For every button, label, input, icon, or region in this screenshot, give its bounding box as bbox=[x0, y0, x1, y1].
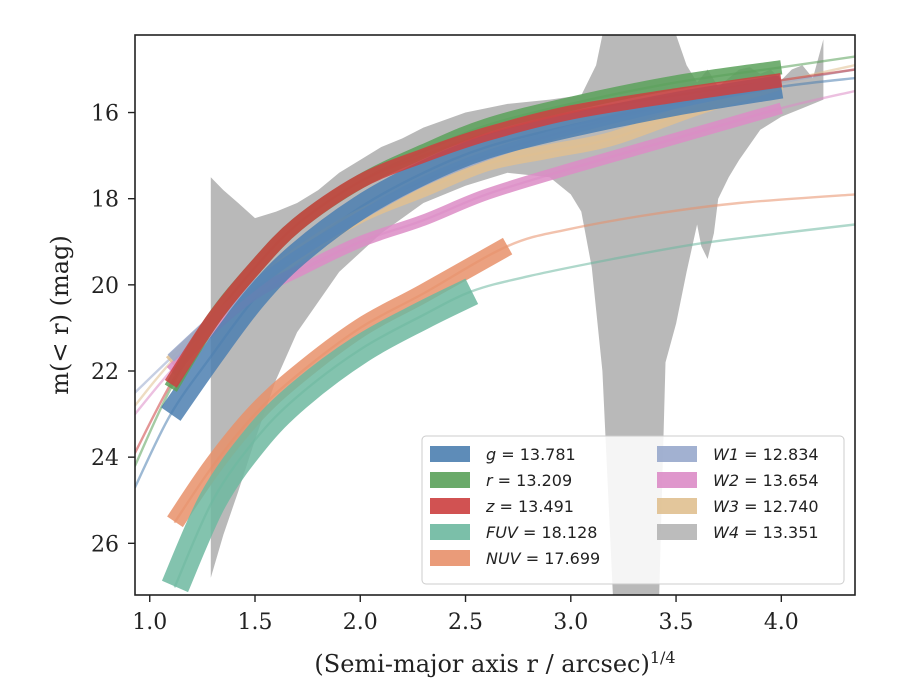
legend-item-w4: W4 = 13.351 bbox=[657, 523, 819, 542]
x-tick-label: 2.0 bbox=[343, 610, 378, 635]
x-axis: 1.0 1.5 2.0 2.5 3.0 3.5 4.0 bbox=[132, 595, 799, 635]
y-tick-label: 22 bbox=[91, 360, 119, 385]
y-tick-label: 24 bbox=[91, 446, 119, 471]
series-z-band bbox=[164, 73, 783, 388]
legend-swatch bbox=[430, 472, 470, 488]
x-tick-label: 1.5 bbox=[238, 610, 273, 635]
x-tick-label: 3.5 bbox=[659, 610, 694, 635]
legend-item-r: r = 13.209 bbox=[430, 471, 572, 490]
legend-swatch bbox=[430, 524, 470, 540]
legend-item-nuv: NUV = 17.699 bbox=[430, 549, 600, 568]
legend: g = 13.781 r = 13.209 z = 13.491 FUV = 18.1… bbox=[421, 435, 845, 585]
legend-item-g: g = 13.781 bbox=[430, 445, 576, 464]
legend-swatch bbox=[430, 446, 470, 462]
legend-swatch bbox=[430, 498, 470, 514]
legend-item-w1: W1 = 12.834 bbox=[657, 445, 819, 464]
y-axis-label: m(< r) (mag) bbox=[46, 235, 74, 394]
plot-area bbox=[135, 35, 855, 595]
legend-label: W4 = 13.351 bbox=[713, 523, 819, 542]
y-tick-label: 18 bbox=[91, 188, 119, 213]
legend-label: z = 13.491 bbox=[485, 497, 574, 516]
legend-label: r = 13.209 bbox=[486, 471, 572, 490]
y-axis: 16 18 20 22 24 26 bbox=[91, 102, 135, 557]
y-tick-label: 20 bbox=[91, 274, 119, 299]
legend-label: W1 = 12.834 bbox=[713, 445, 819, 464]
legend-item-w2: W2 = 13.654 bbox=[657, 471, 819, 490]
legend-label: NUV = 17.699 bbox=[486, 549, 600, 568]
legend-item-z: z = 13.491 bbox=[430, 497, 574, 516]
y-tick-label: 26 bbox=[91, 532, 119, 557]
legend-label: W3 = 12.740 bbox=[713, 497, 819, 516]
legend-swatch bbox=[657, 472, 697, 488]
plot-frame bbox=[134, 34, 856, 596]
legend-label: g = 13.781 bbox=[486, 445, 576, 464]
legend-swatch bbox=[657, 498, 697, 514]
legend-swatch bbox=[430, 550, 470, 566]
series-nuv-band bbox=[167, 237, 513, 528]
legend-label: FUV = 18.128 bbox=[486, 523, 597, 542]
legend-swatch bbox=[657, 446, 697, 462]
series-g-band bbox=[161, 75, 784, 421]
legend-item-w3: W3 = 12.740 bbox=[657, 497, 819, 516]
legend-swatch bbox=[657, 524, 697, 540]
x-tick-label: 1.0 bbox=[132, 610, 167, 635]
series-fuv-band bbox=[161, 278, 479, 593]
x-tick-label: 2.5 bbox=[448, 610, 483, 635]
legend-item-fuv: FUV = 18.128 bbox=[430, 523, 597, 542]
y-tick-label: 16 bbox=[91, 102, 119, 127]
legend-box bbox=[421, 435, 845, 585]
legend-label: W2 = 13.654 bbox=[713, 471, 819, 490]
x-tick-label: 4.0 bbox=[764, 610, 799, 635]
x-axis-label: (Semi-major axis r / arcsec)1/4 bbox=[314, 648, 675, 679]
x-tick-label: 3.0 bbox=[553, 610, 588, 635]
